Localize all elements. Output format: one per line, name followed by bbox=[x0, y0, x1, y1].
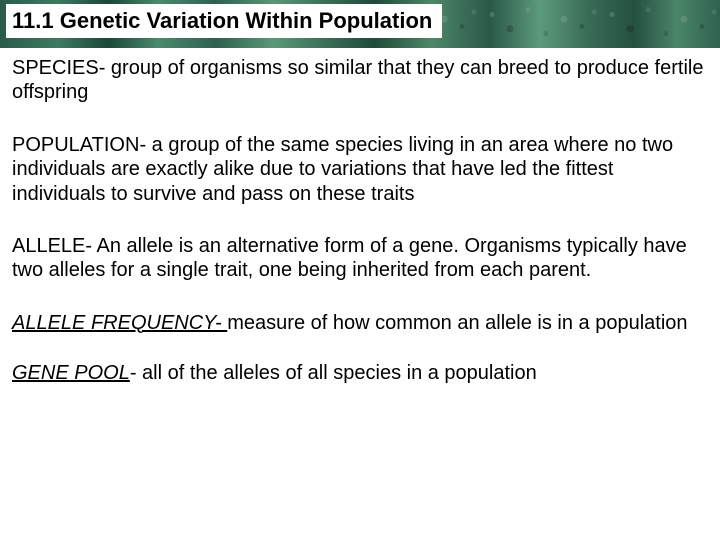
header-banner: 11.1 Genetic Variation Within Population bbox=[0, 0, 720, 48]
def-allele-frequency: measure of how common an allele is in a … bbox=[227, 312, 687, 334]
def-allele: - An allele is an alternative form of a … bbox=[12, 235, 687, 281]
title-box: 11.1 Genetic Variation Within Population bbox=[6, 4, 442, 38]
term-allele: ALLELE bbox=[12, 235, 85, 257]
term-species: SPECIES bbox=[12, 57, 99, 79]
term-population: POPULATION bbox=[12, 134, 139, 156]
def-gene-pool: - all of the alleles of all species in a… bbox=[130, 362, 537, 384]
slide-content: SPECIES- group of organisms so similar t… bbox=[0, 48, 720, 386]
definition-population: POPULATION- a group of the same species … bbox=[12, 133, 708, 206]
term-allele-frequency: ALLELE FREQUENCY- bbox=[12, 312, 227, 334]
slide-title: 11.1 Genetic Variation Within Population bbox=[12, 8, 432, 33]
header-title-container: 11.1 Genetic Variation Within Population bbox=[6, 4, 442, 38]
definition-allele-frequency: ALLELE FREQUENCY- measure of how common … bbox=[12, 311, 708, 335]
definition-gene-pool: GENE POOL- all of the alleles of all spe… bbox=[12, 361, 708, 385]
def-species: - group of organisms so similar that the… bbox=[12, 57, 703, 103]
term-gene-pool: GENE POOL bbox=[12, 362, 130, 384]
definition-species: SPECIES- group of organisms so similar t… bbox=[12, 56, 708, 105]
definition-allele: ALLELE- An allele is an alternative form… bbox=[12, 234, 708, 283]
